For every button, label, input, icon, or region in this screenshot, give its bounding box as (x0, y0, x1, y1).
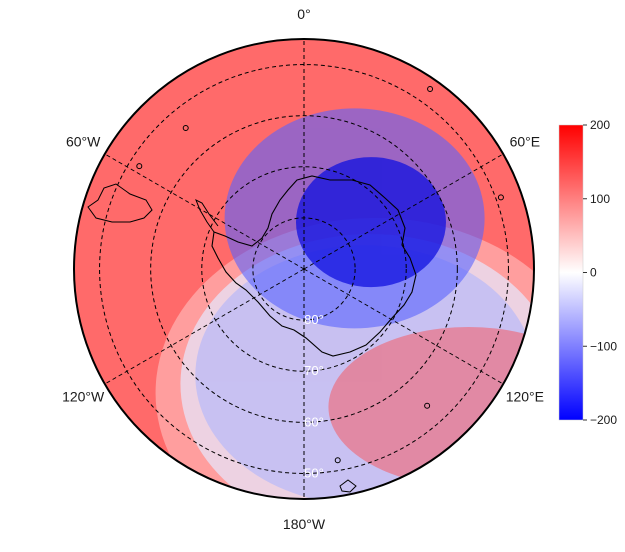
antarctica-coastline (211, 175, 417, 357)
lon-label-3: 180°W (283, 516, 326, 532)
graticule (99, 39, 509, 499)
lat-label-0: 80° (304, 312, 324, 327)
colorbar-tick-label-2: 0 (590, 266, 597, 280)
latitude-labels: 80° 70° 60° 50° (304, 312, 324, 480)
field-mid-blue-region (195, 245, 534, 499)
antarctic-peninsula (195, 198, 219, 233)
lat-label-3: 50° (304, 465, 324, 480)
parallel-60 (150, 115, 458, 423)
field-deep-blue-core (295, 157, 446, 288)
meridian--60 (104, 153, 305, 270)
south-america-coastline (87, 183, 153, 223)
meridian-120 (303, 268, 504, 385)
field-red-max-region (328, 326, 534, 487)
lon-label-2: 120°E (506, 389, 544, 405)
lon-label-4: 120°W (62, 389, 105, 405)
longitude-labels: 0° 60°E 120°E 180°W 120°W 60°W (62, 6, 544, 532)
colorbar-gradient (558, 124, 584, 421)
colorbar-tick-label-3: −100 (590, 339, 617, 353)
island-4 (427, 85, 434, 92)
island-2 (182, 125, 189, 132)
colorbar-tick-label-4: −200 (590, 413, 617, 427)
parallel-50 (99, 64, 509, 474)
subantarctic-islands (136, 85, 504, 464)
island-6 (334, 457, 341, 464)
colorbar: 200 100 0 −100 −200 (558, 118, 617, 427)
colorbar-tick-label-1: 100 (590, 192, 610, 206)
lat-label-1: 70° (304, 363, 324, 378)
island-5 (424, 402, 431, 409)
meridian--120 (104, 268, 305, 385)
parallel-70 (201, 166, 407, 372)
field-layer (74, 39, 534, 499)
island-3 (497, 194, 504, 201)
colorbar-tick-label-0: 200 (590, 118, 610, 132)
lon-label-1: 60°E (510, 134, 541, 150)
lon-label-0: 0° (297, 6, 310, 22)
meridian-60 (303, 153, 504, 270)
lat-label-2: 60° (304, 414, 324, 429)
lon-label-5: 60°W (66, 134, 101, 150)
island-1 (136, 163, 143, 170)
new-zealand-coastline (339, 479, 357, 493)
map-boundary (73, 38, 535, 500)
